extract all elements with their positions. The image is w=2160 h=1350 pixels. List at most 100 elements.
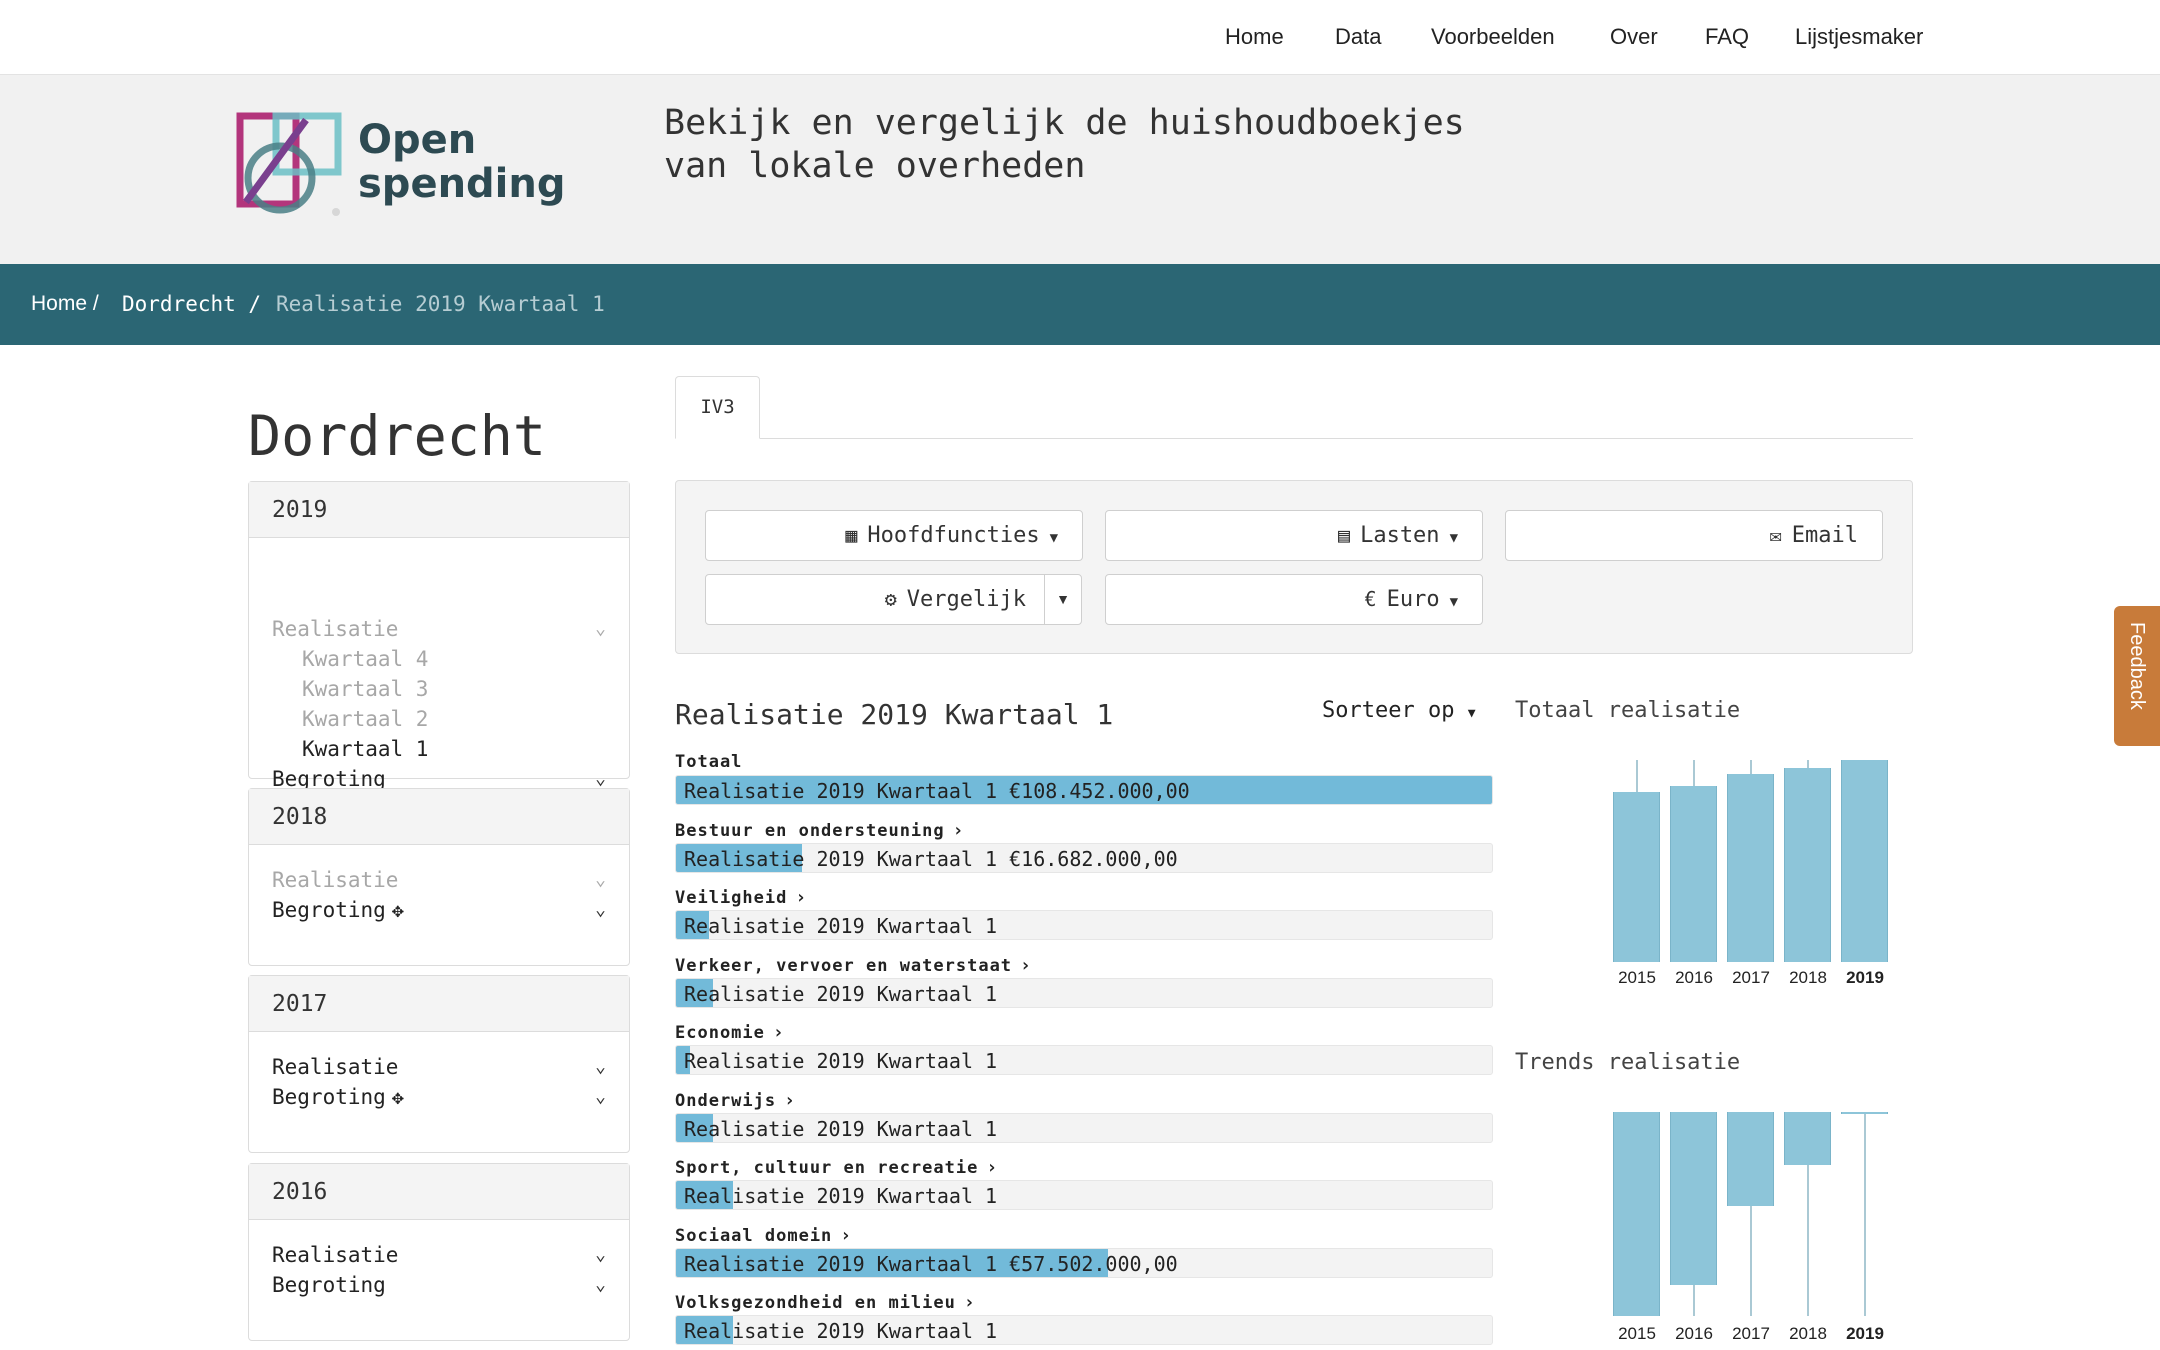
vergelijk-button[interactable]: ⚙ Vergelijk <box>705 574 1045 625</box>
nav-data[interactable]: Data <box>1335 24 1382 49</box>
nav-faq[interactable]: FAQ <box>1705 24 1750 49</box>
chart-gridline <box>1807 1112 1809 1316</box>
sidebar-item-realisatie[interactable]: Realisatie ⌄ <box>272 1052 606 1082</box>
logo-line-1: Open <box>358 117 477 163</box>
category-bar[interactable]: Realisatie 2019 Kwartaal 1 <box>675 1180 1493 1210</box>
year-heading[interactable]: 2019 <box>249 482 629 538</box>
begroting-label: Begroting <box>272 898 386 922</box>
chart-bar-2019[interactable] <box>1841 760 1888 962</box>
category-label[interactable]: Totaal <box>675 752 742 772</box>
year-panel-2019: 2019 Realisatie ⌄ Kwartaal 4 Kwartaal 3 K… <box>248 481 630 791</box>
sidebar-item-begroting[interactable]: Begroting ⌄ <box>272 1270 606 1300</box>
hoofdfuncties-dropdown[interactable]: ▦ Hoofdfuncties ▼ <box>705 510 1083 561</box>
sidebar-item-kwartaal-3[interactable]: Kwartaal 3 <box>302 677 429 701</box>
category-label[interactable]: Onderwijs › <box>675 1090 796 1111</box>
hoofdfuncties-label: Hoofdfuncties <box>867 523 1040 548</box>
category-bar-fill <box>676 1113 713 1142</box>
category-bar[interactable]: Realisatie 2019 Kwartaal 1 <box>675 1315 1493 1345</box>
chart-bar-2016[interactable] <box>1670 1112 1717 1286</box>
top-navigation: Home Data Voorbeelden Over FAQ Lijstjesm… <box>0 0 2160 75</box>
chevron-down-icon: ⌄ <box>595 899 606 920</box>
sort-dropdown[interactable]: Sorteer op ▼ <box>1322 698 1476 723</box>
trends-chart-title: Trends realisatie <box>1515 1050 1741 1075</box>
email-button[interactable]: ✉ Email <box>1505 510 1883 561</box>
crosshair-icon: ✥ <box>391 898 404 922</box>
grid-icon: ▦ <box>845 523 858 547</box>
email-label: Email <box>1791 523 1858 548</box>
sidebar-item-begroting[interactable]: Begroting ✥ ⌄ <box>272 1082 606 1112</box>
chevron-down-icon: ⌄ <box>595 618 606 639</box>
category-bar-fill <box>676 1046 690 1074</box>
vergelijk-caret-button[interactable]: ▼ <box>1044 574 1082 625</box>
chart-bar-2018[interactable] <box>1784 1112 1831 1166</box>
sidebar-item-begroting[interactable]: Begroting ✥ ⌄ <box>272 895 606 925</box>
chevron-down-icon: ⌄ <box>595 768 606 789</box>
year-heading[interactable]: 2016 <box>249 1164 629 1220</box>
category-bar-fill <box>676 978 713 1007</box>
gear-icon: ⚙ <box>884 587 897 611</box>
chart-year-label: 2017 <box>1732 1324 1770 1343</box>
breadcrumb-home[interactable]: Home / <box>31 292 99 315</box>
sidebar-item-realisatie[interactable]: Realisatie ⌄ <box>272 614 606 644</box>
category-label[interactable]: Economie › <box>675 1022 785 1043</box>
category-bar-text: Realisatie 2019 Kwartaal 1 <box>684 1319 998 1343</box>
category-bar[interactable]: Realisatie 2019 Kwartaal 1 <box>675 977 1493 1008</box>
chart-bar-2015[interactable] <box>1613 1112 1660 1316</box>
category-bar[interactable]: Realisatie 2019 Kwartaal 1 <box>675 1112 1493 1143</box>
category-bar-fill <box>676 776 1492 804</box>
sidebar-item-kwartaal-2[interactable]: Kwartaal 2 <box>302 707 429 731</box>
lasten-dropdown[interactable]: ▤ Lasten ▼ <box>1105 510 1483 561</box>
open-spending-logo[interactable] <box>236 112 346 218</box>
category-bar[interactable]: Realisatie 2019 Kwartaal 1 <box>675 1045 1493 1075</box>
sidebar-item-realisatie[interactable]: Realisatie ⌄ <box>272 865 606 895</box>
nav-home[interactable]: Home <box>1225 24 1284 49</box>
logo-line-2: spending <box>358 161 566 207</box>
category-label[interactable]: Volksgezondheid en milieu › <box>675 1292 976 1313</box>
chart-year-label: 2015 <box>1618 1324 1656 1343</box>
chevron-right-icon: › <box>963 1292 976 1313</box>
chart-bar-2016[interactable] <box>1670 786 1717 962</box>
credit-card-icon: ▤ <box>1338 523 1351 547</box>
feedback-tab[interactable]: Feedback <box>2114 606 2160 746</box>
category-bar-text: Realisatie 2019 Kwartaal 1 <box>684 1049 998 1073</box>
chart-year-label: 2016 <box>1675 1324 1713 1343</box>
category-label[interactable]: Verkeer, vervoer en waterstaat › <box>675 955 1032 976</box>
nav-over[interactable]: Over <box>1610 24 1658 49</box>
sidebar-item-kwartaal-4[interactable]: Kwartaal 4 <box>302 647 429 671</box>
category-bar[interactable]: Realisatie 2019 Kwartaal 1 €57.502.000,0… <box>675 1247 1493 1278</box>
category-bar[interactable]: Realisatie 2019 Kwartaal 1 €108.452.000,… <box>675 775 1493 805</box>
sidebar-item-kwartaal-1[interactable]: Kwartaal 1 <box>302 737 429 761</box>
chart-bar-2015[interactable] <box>1613 792 1660 962</box>
tab-iv3[interactable]: IV3 <box>675 376 760 439</box>
chevron-right-icon: › <box>772 1022 785 1043</box>
category-bar-text: Realisatie 2019 Kwartaal 1 <box>684 981 998 1006</box>
caret-down-icon: ▼ <box>1467 706 1476 721</box>
chart-bar-2019[interactable] <box>1841 1112 1888 1114</box>
category-label[interactable]: Veiligheid › <box>675 887 807 908</box>
nav-voorbeelden[interactable]: Voorbeelden <box>1431 24 1555 49</box>
category-bar[interactable]: Realisatie 2019 Kwartaal 1 €16.682.000,0… <box>675 842 1493 873</box>
breadcrumb-city[interactable]: Dordrecht / <box>122 292 262 316</box>
category-bar[interactable]: Realisatie 2019 Kwartaal 1 <box>675 910 1493 940</box>
breadcrumb <box>0 264 2160 345</box>
begroting-label: Begroting <box>272 1085 386 1109</box>
chart-bar-2017[interactable] <box>1727 1112 1774 1206</box>
chart-year-label: 2016 <box>1675 968 1713 987</box>
year-heading[interactable]: 2018 <box>249 789 629 845</box>
year-panel-2016: 2016 Realisatie ⌄ Begroting ⌄ <box>248 1163 630 1341</box>
crosshair-icon: ✥ <box>391 1085 404 1109</box>
sidebar-item-begroting[interactable]: Begroting ⌄ <box>272 764 606 794</box>
nav-lijstjesmaker[interactable]: Lijstjesmaker <box>1795 24 1924 49</box>
currency-dropdown[interactable]: € Euro ▼ <box>1105 574 1483 625</box>
sidebar-item-realisatie[interactable]: Realisatie ⌄ <box>272 1240 606 1270</box>
chart-bar-2018[interactable] <box>1784 768 1831 962</box>
chart-bar-2017[interactable] <box>1727 774 1774 962</box>
category-label[interactable]: Sociaal domein › <box>675 1225 852 1246</box>
year-heading[interactable]: 2017 <box>249 976 629 1032</box>
category-label[interactable]: Sport, cultuur en recreatie › <box>675 1157 998 1178</box>
category-label[interactable]: Bestuur en ondersteuning › <box>675 820 964 841</box>
vergelijk-label: Vergelijk <box>906 587 1026 612</box>
lasten-label: Lasten <box>1360 523 1440 548</box>
chevron-down-icon: ⌄ <box>595 1274 606 1295</box>
category-bar-text: Realisatie 2019 Kwartaal 1 €108.452.000,… <box>684 779 1190 803</box>
